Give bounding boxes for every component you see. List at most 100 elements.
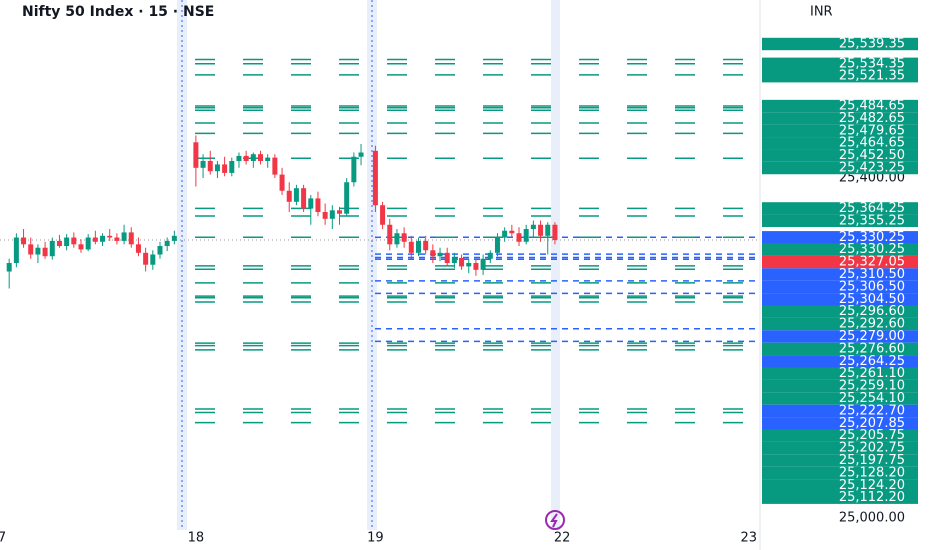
candle-body: [408, 241, 414, 253]
price-label-text: 25,124.20: [839, 478, 905, 493]
currency: INR: [810, 5, 833, 20]
candle-body: [466, 263, 472, 267]
price-label: 25,534.35: [762, 56, 918, 71]
price-label-box: [762, 124, 918, 138]
price-label-box: [762, 202, 918, 215]
candle-body: [423, 240, 429, 251]
candle-body: [530, 224, 536, 230]
candle-body: [459, 257, 465, 267]
candle-body: [42, 247, 48, 257]
candle-body: [344, 182, 350, 214]
price-label: 25,197.75: [762, 453, 918, 468]
candle-body: [200, 161, 206, 168]
price-label: 25,452.50: [762, 148, 918, 163]
price-label-box: [762, 317, 918, 331]
price-label: 25,306.50: [762, 279, 918, 294]
candle-body: [545, 224, 551, 236]
price-label-text: 25,264.25: [839, 354, 905, 369]
price-label-box: [762, 491, 918, 504]
price-label: 25,484.65: [762, 99, 918, 114]
price-label-box: [762, 161, 918, 175]
candle-body: [85, 237, 91, 250]
candle-body: [13, 237, 19, 264]
candle-body: [401, 233, 407, 242]
price-label-box: [762, 379, 918, 393]
price-label-box: [762, 441, 918, 455]
price-label-text: 25,202.75: [839, 441, 905, 456]
price-label-text: 25,261.10: [839, 366, 905, 381]
candle-body: [64, 237, 70, 247]
candle-body: [451, 257, 457, 264]
price-label: 25,304.50: [762, 292, 918, 307]
candle-body: [265, 157, 271, 162]
price-label: 25,128.20: [762, 465, 918, 480]
price-label-text: 25,330.25: [839, 230, 905, 245]
candle-body: [171, 235, 177, 241]
price-label-box: [762, 392, 918, 405]
price-label-text: 25,207.85: [839, 416, 905, 431]
price-label-text: 25,304.50: [839, 292, 905, 307]
candle-body: [207, 161, 213, 172]
price-label-box: [762, 69, 918, 83]
price-label-text: 25,276.60: [839, 341, 905, 356]
candle-body: [49, 240, 55, 257]
price-label-text: 25,330.25: [839, 242, 905, 257]
price-label: 25,310.50: [762, 267, 918, 282]
price-label-text: 25,259.10: [839, 379, 905, 394]
candle-body: [315, 198, 321, 213]
price-label-box: [762, 404, 918, 418]
candle-body: [243, 155, 249, 162]
candle-body: [301, 188, 307, 209]
x-tick-label: 19: [367, 531, 384, 546]
price-label-text: 25,452.50: [839, 148, 905, 163]
price-label-text: 25,484.65: [839, 99, 905, 114]
price-label-text: 25,222.70: [839, 403, 905, 418]
candle-body: [394, 233, 400, 245]
price-label: 25,112.20: [762, 490, 918, 505]
price-label-text: 25,279.00: [839, 329, 905, 344]
y-tick-label: 25,000.00: [839, 511, 905, 526]
candle-body: [236, 155, 242, 162]
x-tick-label: 22: [554, 531, 571, 546]
x-tick-label: 23: [741, 531, 758, 546]
price-label: 25,222.70: [762, 403, 918, 418]
candle-body: [372, 150, 378, 206]
events-icon[interactable]: [545, 510, 565, 530]
candle-body: [229, 161, 235, 173]
price-label-box: [762, 231, 918, 244]
candle-body: [157, 246, 163, 255]
candle-body: [329, 210, 335, 219]
price-label: 25,330.25: [762, 230, 918, 245]
candle-body: [35, 247, 41, 255]
price-label-box: [762, 149, 918, 162]
price-label-text: 25,364.25: [839, 201, 905, 216]
price-label-text: 25,423.25: [839, 161, 905, 176]
candle-body: [150, 254, 156, 265]
price-label: 25,264.25: [762, 354, 918, 369]
candle-body: [222, 164, 228, 173]
candle-body: [279, 174, 285, 191]
candle-body: [78, 244, 84, 250]
price-label: 25,259.10: [762, 379, 918, 394]
y-tick-label: 25,400.00: [839, 171, 905, 186]
candle-body: [28, 244, 34, 255]
candle-body: [293, 188, 299, 202]
price-label-box: [762, 305, 918, 318]
price-label: 25,330.25: [762, 242, 918, 257]
candle-body: [135, 244, 141, 253]
candle-body: [358, 152, 364, 157]
price-label-box: [762, 466, 918, 480]
candle-body: [21, 237, 27, 245]
price-label-box: [762, 367, 918, 380]
price-label-box: [762, 280, 918, 294]
candle-body: [6, 263, 12, 272]
candle-body: [437, 252, 443, 257]
price-label-text: 25,306.50: [839, 279, 905, 294]
price-label: 25,423.25: [762, 161, 918, 176]
price-label-box: [762, 417, 918, 430]
price-label-box: [762, 57, 918, 70]
candle-body: [121, 232, 127, 241]
x-tick-label: 7: [0, 531, 6, 546]
price-label-text: 25,479.65: [839, 123, 905, 138]
candle-body: [473, 263, 479, 270]
